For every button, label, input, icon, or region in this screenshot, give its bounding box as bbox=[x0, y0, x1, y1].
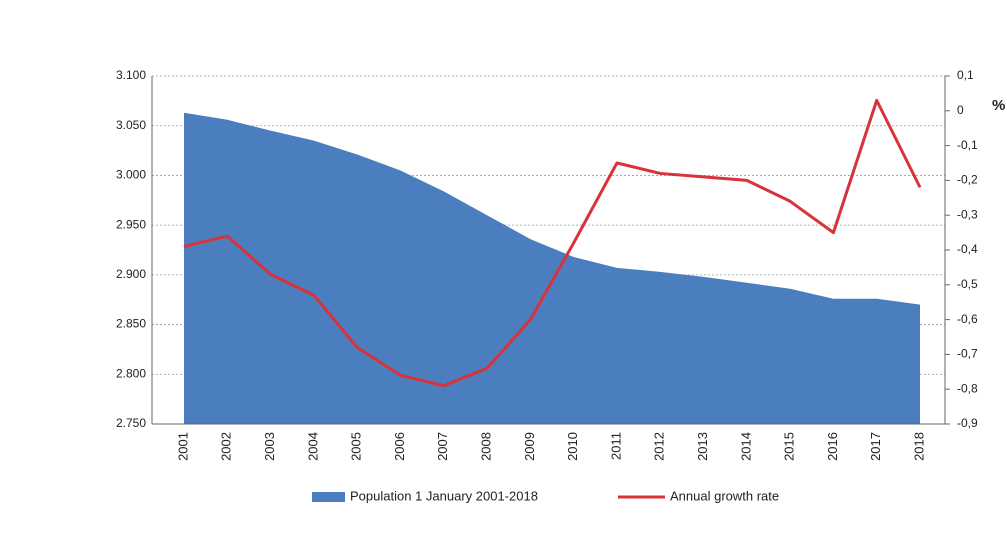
y2-tick-label: -0,7 bbox=[957, 347, 978, 361]
x-tick-label: 2004 bbox=[305, 432, 320, 461]
x-tick-label: 2016 bbox=[825, 432, 840, 461]
y2-axis-label: % bbox=[992, 97, 1005, 114]
y2-tick-label: -0,4 bbox=[957, 242, 978, 256]
x-tick-label: 2014 bbox=[738, 432, 753, 461]
x-tick-label: 2013 bbox=[695, 432, 710, 461]
legend-swatch bbox=[312, 492, 345, 502]
y2-tick-label: -0,1 bbox=[957, 138, 978, 152]
legend-label: Annual growth rate bbox=[670, 488, 779, 503]
x-tick-label: 2001 bbox=[175, 432, 190, 461]
x-tick-label: 2011 bbox=[608, 432, 623, 460]
x-tick-label: 2008 bbox=[478, 432, 493, 461]
x-tick-label: 2007 bbox=[435, 432, 450, 461]
y2-tick-label: -0,9 bbox=[957, 416, 978, 430]
y2-tick-label: -0,6 bbox=[957, 312, 978, 326]
x-tick-label: 2010 bbox=[565, 432, 580, 461]
y2-tick-label: 0 bbox=[957, 103, 964, 117]
y-tick-label: 3.000 bbox=[116, 168, 146, 182]
y-tick-label: 3.050 bbox=[116, 118, 146, 132]
y2-tick-label: 0,1 bbox=[957, 68, 974, 82]
y-tick-label: 2.900 bbox=[116, 267, 146, 281]
y-tick-label: 2.850 bbox=[116, 317, 146, 331]
x-tick-label: 2018 bbox=[911, 432, 926, 461]
x-tick-label: 2009 bbox=[522, 432, 537, 461]
x-tick-label: 2002 bbox=[219, 432, 234, 461]
y2-tick-label: -0,3 bbox=[957, 207, 978, 221]
x-tick-label: 2017 bbox=[868, 432, 883, 461]
y-tick-label: 2.800 bbox=[116, 366, 146, 380]
x-tick-label: 2006 bbox=[392, 432, 407, 461]
y-tick-label: 3.100 bbox=[116, 68, 146, 82]
y2-tick-label: -0,5 bbox=[957, 277, 978, 291]
x-tick-label: 2012 bbox=[652, 432, 667, 461]
y-tick-label: 2.750 bbox=[116, 416, 146, 430]
y2-tick-label: -0,2 bbox=[957, 173, 978, 187]
x-tick-label: 2005 bbox=[349, 432, 364, 461]
legend-label: Population 1 January 2001-2018 bbox=[350, 488, 538, 503]
area bbox=[184, 112, 920, 424]
x-tick-label: 2003 bbox=[262, 432, 277, 461]
y-tick-label: 2.950 bbox=[116, 217, 146, 231]
line bbox=[183, 98, 922, 388]
x-tick-label: 2015 bbox=[782, 432, 797, 461]
y2-tick-label: -0,8 bbox=[957, 381, 978, 395]
